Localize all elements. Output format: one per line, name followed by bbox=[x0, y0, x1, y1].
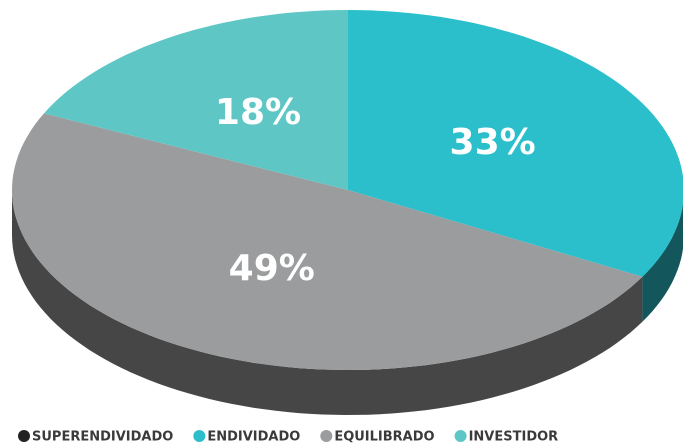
legend-label: INVESTIDOR bbox=[469, 430, 559, 443]
pie-side bbox=[12, 190, 643, 415]
value-label: 49% bbox=[229, 248, 315, 289]
legend-label: EQUILIBRADO bbox=[334, 430, 434, 443]
pie-slice bbox=[12, 113, 643, 371]
pie-slice bbox=[348, 10, 683, 277]
legend-marker bbox=[18, 430, 30, 442]
legend-marker bbox=[454, 430, 467, 442]
legend-marker bbox=[193, 430, 206, 442]
legend-label: SUPERENDIVIDADO bbox=[32, 430, 173, 443]
legend-marker bbox=[320, 430, 333, 442]
legend-label: ENDIVIDADO bbox=[207, 430, 300, 443]
pie-side bbox=[642, 203, 683, 322]
value-label: 18% bbox=[215, 92, 301, 133]
pie-slice bbox=[44, 10, 348, 190]
value-label: 33% bbox=[450, 122, 536, 163]
